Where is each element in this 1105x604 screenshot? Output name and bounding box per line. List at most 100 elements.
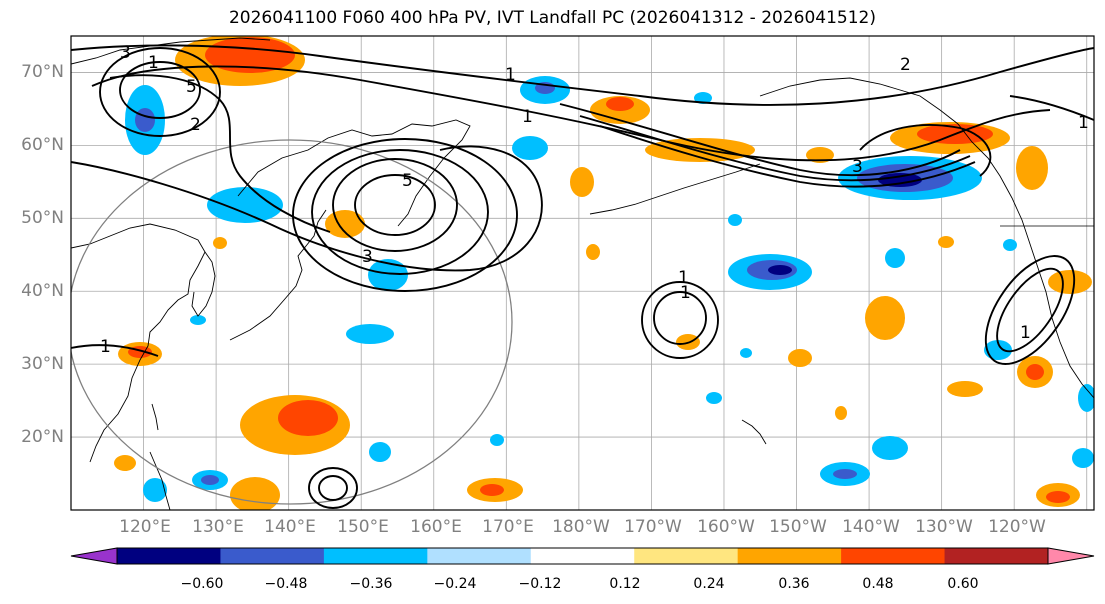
pv-blob — [833, 469, 857, 479]
colorbar-tick-label: 0.60 — [947, 576, 979, 592]
contour-line — [653, 291, 707, 345]
colorbar-cell — [220, 548, 325, 564]
pv-blob — [740, 348, 752, 358]
pv-blob — [135, 108, 155, 132]
colorbar-cell — [841, 548, 946, 564]
pv-blob — [865, 296, 905, 340]
radius-ring — [71, 139, 513, 505]
pv-blob — [788, 349, 812, 367]
contour-label: 2 — [190, 115, 201, 135]
contour-line — [984, 255, 1076, 365]
colorbar-cell — [117, 548, 221, 564]
pv-blob — [984, 340, 1012, 360]
japan-coastline — [229, 209, 327, 341]
colorbar-tick-label: −0.12 — [518, 576, 562, 592]
philippines-coast — [149, 451, 171, 510]
pv-blob — [694, 92, 712, 104]
pv-blob — [1046, 491, 1070, 503]
lon-label: 130°W — [915, 517, 973, 537]
pv-blob — [201, 475, 219, 485]
pv-blob — [369, 442, 391, 462]
lon-label: 160°W — [697, 517, 755, 537]
pv-blob — [570, 167, 594, 197]
korea-coastline — [191, 251, 216, 317]
colorbar-tick-label: 0.36 — [778, 576, 810, 592]
pv-blob — [490, 434, 504, 446]
contour-line — [579, 115, 971, 182]
contour-label: 5 — [402, 171, 413, 191]
contour-line — [119, 61, 201, 119]
contour-line — [641, 281, 719, 359]
pv-blob — [205, 37, 295, 73]
pv-blob — [512, 136, 548, 160]
pv-blob — [885, 248, 905, 268]
pv-blob — [114, 455, 136, 471]
lon-label: 130°E — [192, 517, 244, 537]
pv-blob — [645, 138, 755, 162]
contour-line — [99, 47, 221, 137]
colorbar-tick-label: −0.48 — [264, 576, 308, 592]
colorbar-extend-right — [1047, 547, 1095, 565]
pv-blob — [190, 315, 206, 325]
contour-label: 1 — [680, 283, 691, 303]
pv-blob — [606, 97, 634, 111]
contour-label: 1 — [522, 107, 533, 127]
pv-blob — [806, 147, 834, 163]
pv-blob — [325, 210, 365, 238]
hawaii-islands — [741, 419, 767, 445]
lon-label: 140°W — [842, 517, 900, 537]
colorbar-tick-label: −0.36 — [349, 576, 393, 592]
colorbar-tick-label: −0.60 — [180, 576, 224, 592]
pv-blob — [938, 236, 954, 248]
positive-pv-blobs — [114, 36, 1092, 510]
lat-label: 20°N — [21, 427, 64, 447]
asia-coastline — [71, 223, 206, 463]
lat-label: 50°N — [21, 208, 64, 228]
contour-label: 1 — [100, 337, 111, 357]
colorbar-cell — [634, 548, 739, 564]
pv-blob — [1003, 239, 1017, 251]
aleutian-chain — [589, 163, 761, 215]
pv-blob — [278, 400, 338, 436]
pv-blob — [1078, 384, 1094, 412]
colorbar-tick-label: 0.24 — [693, 576, 725, 592]
contour-label: 1 — [1020, 323, 1031, 343]
pv-blob — [728, 214, 742, 226]
contour-line — [311, 149, 489, 275]
colorbar-cell — [427, 548, 532, 564]
pv-blob — [1048, 270, 1092, 294]
pv-blob — [706, 392, 722, 404]
map-frame — [70, 35, 1095, 511]
colorbar-tick-label: −0.24 — [433, 576, 477, 592]
lon-label: 150°E — [337, 517, 389, 537]
contour-label: 3 — [120, 43, 131, 63]
lat-label: 30°N — [21, 354, 64, 374]
contour-line — [1009, 95, 1094, 121]
contour-line — [292, 138, 518, 292]
lon-label: 120°W — [988, 517, 1046, 537]
lat-label: 60°N — [21, 135, 64, 155]
lat-label: 70°N — [21, 62, 64, 82]
lon-label: 140°E — [264, 517, 316, 537]
contour-line — [71, 344, 159, 357]
colorbar-extend-left — [70, 547, 118, 565]
map-plot: 1 1 1 1 1 1 1 1 2 2 3 3 3 5 5 — [71, 36, 1094, 510]
pv-blob — [1016, 146, 1048, 190]
lon-label: 170°W — [624, 517, 682, 537]
colorbar-cell — [323, 548, 428, 564]
contour-label-group: 1 1 1 1 1 1 1 1 2 2 3 3 3 5 5 — [100, 43, 1089, 357]
pv-blob — [768, 265, 792, 275]
contour-line — [109, 74, 331, 233]
contour-label: 3 — [852, 157, 863, 177]
contour-label: 5 — [186, 77, 197, 97]
colorbar-cells — [117, 548, 1049, 564]
contour-line — [332, 158, 458, 252]
contour-line — [559, 103, 961, 177]
contour-line — [859, 124, 992, 177]
contour-line — [71, 145, 543, 272]
pv-blob — [480, 484, 504, 496]
contour-line — [91, 65, 1051, 162]
lon-label: 120°E — [119, 517, 171, 537]
colorbar-cell — [737, 548, 842, 564]
